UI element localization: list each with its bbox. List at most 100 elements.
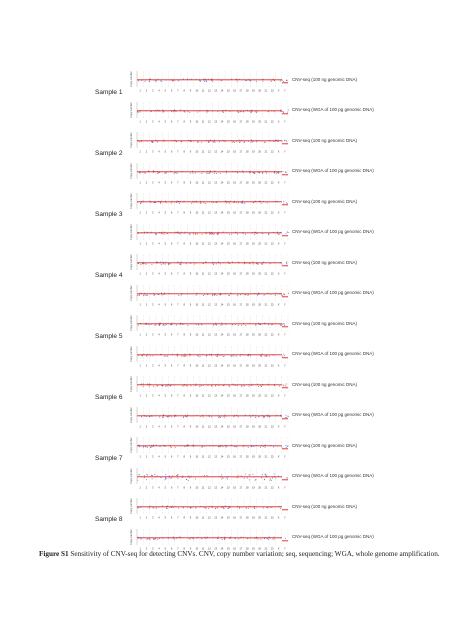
chromosome-tick-label: 12 bbox=[208, 363, 211, 367]
chromosome-tick-label: 20 bbox=[258, 89, 261, 93]
copy-number-point bbox=[180, 263, 182, 265]
chromosome-tick-label: 21 bbox=[265, 241, 268, 245]
chromosome-tick-label: 5 bbox=[165, 516, 167, 520]
copy-number-point bbox=[185, 415, 187, 417]
copy-number-point bbox=[273, 140, 274, 142]
copy-number-point bbox=[229, 110, 231, 112]
copy-number-point bbox=[281, 294, 283, 296]
copy-number-point bbox=[204, 80, 205, 82]
copy-number-point bbox=[207, 172, 209, 174]
chromosome-tick-label: 19 bbox=[252, 150, 255, 154]
copy-number-point bbox=[183, 110, 185, 112]
copy-number-point bbox=[200, 415, 201, 417]
copy-number-point bbox=[176, 201, 178, 203]
copy-number-point bbox=[225, 200, 227, 202]
copy-number-point bbox=[199, 80, 201, 82]
copy-number-point bbox=[179, 200, 181, 202]
copy-number-point bbox=[281, 324, 283, 326]
copy-number-point bbox=[145, 446, 147, 448]
copy-number-point bbox=[151, 415, 153, 417]
copy-number-point bbox=[205, 507, 207, 509]
chromosome-tick-label: 9 bbox=[190, 119, 192, 123]
copy-number-point bbox=[270, 80, 272, 82]
copy-number-point bbox=[251, 109, 253, 111]
chromosome-tick-label: 16 bbox=[233, 363, 236, 367]
copy-number-point bbox=[215, 172, 217, 174]
chromosome-tick-label: 22 bbox=[271, 211, 274, 215]
copy-number-point bbox=[287, 445, 289, 447]
chromosome-tick-label: 18 bbox=[246, 119, 249, 123]
copy-number-point bbox=[250, 385, 252, 386]
copy-number-point bbox=[241, 385, 243, 387]
copy-number-point bbox=[279, 414, 281, 416]
copy-number-point bbox=[218, 446, 219, 448]
copy-number-point bbox=[196, 111, 198, 113]
copy-number-point bbox=[168, 264, 170, 265]
chromosome-tick-label: 22 bbox=[271, 516, 274, 520]
copy-number-point bbox=[261, 232, 263, 234]
chromosome-tick-label: 16 bbox=[233, 211, 236, 215]
chromosome-tick-label: 15 bbox=[227, 180, 230, 184]
copy-number-point bbox=[146, 474, 148, 476]
copy-number-point bbox=[190, 262, 192, 264]
chromosome-tick-label: 3 bbox=[152, 180, 154, 184]
copy-number-point bbox=[195, 477, 196, 479]
copy-number-point bbox=[240, 110, 242, 112]
copy-number-point bbox=[184, 111, 186, 113]
copy-number-point bbox=[258, 200, 260, 202]
copy-number-point bbox=[227, 261, 229, 263]
chromosome-tick-label: X bbox=[278, 119, 280, 123]
chromosome-tick-label: 22 bbox=[271, 272, 274, 276]
copy-number-point bbox=[277, 475, 279, 477]
copy-number-point bbox=[264, 473, 266, 475]
copy-number-point bbox=[170, 477, 172, 479]
copy-number-point bbox=[147, 383, 149, 385]
panel-label: CNV-seq (100 ng genomic DNA) bbox=[292, 381, 358, 387]
chromosome-tick-label: 4 bbox=[158, 119, 160, 123]
sample-label: Sample 8 bbox=[95, 516, 123, 523]
copy-number-point bbox=[159, 416, 161, 418]
chromosome-tick-label: 7 bbox=[177, 394, 179, 398]
copy-number-point bbox=[253, 445, 255, 447]
copy-number-point bbox=[246, 537, 248, 539]
copy-number-point bbox=[254, 110, 256, 112]
chromosome-tick-label: 2 bbox=[146, 89, 148, 93]
chromosome-tick-label: 3 bbox=[152, 241, 154, 245]
copy-number-point bbox=[160, 263, 162, 265]
copy-number-point bbox=[177, 355, 179, 357]
copy-number-point bbox=[198, 323, 200, 325]
chromosome-tick-label: 8 bbox=[183, 394, 185, 398]
chromosome-tick-label: Y bbox=[284, 455, 286, 459]
copy-number-point bbox=[215, 354, 217, 356]
copy-number-point bbox=[219, 293, 221, 295]
copy-number-point bbox=[242, 170, 244, 171]
copy-number-point bbox=[152, 444, 154, 446]
copy-number-point bbox=[197, 141, 199, 143]
copy-number-point bbox=[269, 479, 271, 481]
copy-number-point bbox=[185, 263, 187, 265]
copy-number-point bbox=[140, 264, 142, 265]
chromosome-tick-label: 5 bbox=[165, 241, 167, 245]
chromosome-tick-label: 3 bbox=[152, 89, 154, 93]
chromosome-tick-label: 22 bbox=[271, 119, 274, 123]
copy-number-point bbox=[248, 478, 250, 480]
copy-number-point bbox=[285, 476, 287, 478]
cnv-figure: Copy number 1 2 3 4 5 6 7 8 9 10 11 12 13 14 15 16 17 18 19… bbox=[95, 71, 374, 550]
copy-number-point bbox=[255, 536, 257, 538]
copy-number-point bbox=[248, 353, 249, 355]
chromosome-tick-label: 22 bbox=[271, 180, 274, 184]
copy-number-point bbox=[168, 415, 170, 417]
chromosome-tick-label: 9 bbox=[190, 516, 192, 520]
copy-number-point bbox=[283, 200, 285, 202]
panel-label: CNV-seq (100 ng genomic DNA) bbox=[292, 259, 358, 265]
chromosome-tick-label: 17 bbox=[239, 180, 242, 184]
copy-number-point bbox=[242, 171, 244, 173]
panel-label: CNV-seq (WGA of 100 pg genomic DNA) bbox=[292, 290, 374, 296]
copy-number-point bbox=[202, 414, 204, 416]
copy-number-point bbox=[287, 109, 289, 110]
copy-number-point bbox=[283, 80, 285, 82]
copy-number-point bbox=[217, 231, 219, 233]
